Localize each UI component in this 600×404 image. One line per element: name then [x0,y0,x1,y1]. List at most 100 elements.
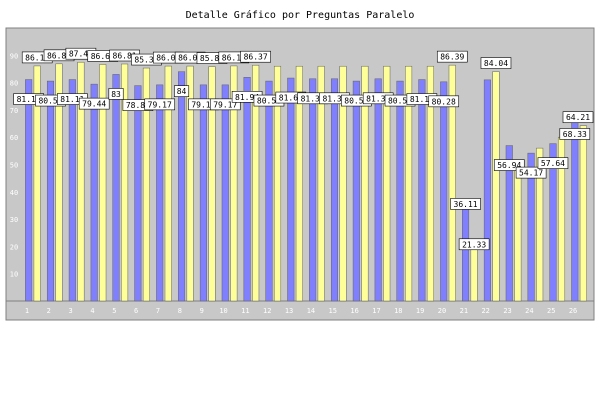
bar-s1 [330,78,339,302]
x-tick-label: 3 [69,307,73,315]
x-tick-label: 9 [200,307,204,315]
bar-s2 [164,65,172,302]
x-tick-label: 25 [547,307,555,315]
data-label-box [174,85,190,97]
data-label-box [436,50,468,63]
x-tick-label: 12 [263,307,271,315]
data-label: 81.39 [366,94,390,103]
data-label: 68.33 [563,130,587,139]
bar-s2 [99,64,107,302]
x-tick-label: 10 [219,307,227,315]
bar-s2 [142,67,150,302]
data-label-box [78,97,110,110]
bar-s1 [352,80,360,302]
data-label: 81.39 [322,94,346,103]
data-label: 80.28 [432,97,456,106]
x-tick-label: 22 [481,307,489,315]
y-tick-label: 10 [10,271,18,279]
data-label: 85.33 [134,56,158,65]
bar-s1 [309,78,317,302]
bar-s1 [374,78,382,302]
x-tick-label: 24 [525,307,533,315]
bar-s1 [505,145,513,302]
data-label: 81.11 [60,95,84,104]
bar-s1 [178,71,186,302]
bar-s1 [483,79,491,302]
data-label: 79.17 [213,100,237,109]
data-label-box [458,238,490,251]
data-label: 86.81 [113,52,137,61]
bar-s2 [470,242,478,302]
bar-s2 [405,65,413,302]
bar-s2 [295,65,303,302]
data-label: 81.67 [279,94,303,103]
x-tick-label: 1 [25,307,29,315]
data-label-box [108,88,124,100]
y-tick-label: 40 [10,189,18,197]
data-label: 84.04 [484,59,508,68]
bar-s2 [492,71,500,302]
data-label-box [559,128,591,140]
data-label: 80.56 [257,97,281,106]
data-label: 84 [177,87,187,96]
data-label: 79.17 [148,100,172,109]
data-label: 81.39 [301,94,325,103]
data-label: 79.44 [82,100,106,109]
x-tick-label: 14 [307,307,315,315]
data-label-box [537,157,569,169]
y-tick-label: 50 [10,162,18,170]
data-label: 81.11 [17,95,41,104]
bar-s2 [426,65,434,302]
bar-s1 [112,74,120,302]
data-label: 78.89 [126,101,150,110]
data-label: 86.39 [440,53,464,62]
bar-s2 [33,65,41,302]
bar-s1 [418,79,426,302]
data-label: 80.56 [344,97,368,106]
bar-s2 [121,63,129,302]
bar-s2 [536,147,544,302]
y-tick-label: 90 [10,52,18,60]
bar-s2 [317,65,325,302]
bar-s1 [199,84,207,302]
x-tick-label: 8 [178,307,182,315]
data-label: 86.37 [244,53,268,62]
bar-s2 [579,125,587,302]
data-label: 81.11 [410,95,434,104]
x-tick-label: 16 [350,307,358,315]
data-label-box [493,159,525,171]
data-label: 80.56 [38,97,62,106]
data-label: 86.11 [25,53,49,62]
bar-s2 [230,65,238,302]
x-tick-label: 15 [329,307,337,315]
x-tick-label: 17 [372,307,380,315]
data-label: 57.64 [541,159,565,168]
y-tick-label: 70 [10,107,18,115]
data-label-box [144,98,176,111]
data-label: 21.33 [462,240,486,249]
data-label: 79.17 [191,100,215,109]
data-label: 80.56 [388,97,412,106]
data-label: 86.65 [91,52,115,61]
bar-s2 [186,65,194,302]
data-label: 86.11 [222,53,246,62]
x-tick-label: 18 [394,307,402,315]
data-label-box [450,198,481,210]
bar-s1 [265,80,273,302]
bar-s1 [68,79,76,302]
data-label: 81.94 [235,93,259,102]
data-label-box [240,50,271,63]
bar-s1 [46,80,55,302]
x-tick-label: 13 [285,307,293,315]
data-label-box [428,95,460,108]
bar-s1 [134,85,142,302]
y-tick-label: 60 [10,134,18,142]
data-label: 86.05 [156,54,180,63]
data-label: 64.21 [566,113,590,122]
data-label: 86.88 [47,51,71,60]
bar-s1 [287,77,295,302]
bar-s2 [273,65,282,302]
chart-title: Detalle Gráfico por Preguntas Paralelo [185,10,415,21]
x-tick-label: 23 [503,307,511,315]
